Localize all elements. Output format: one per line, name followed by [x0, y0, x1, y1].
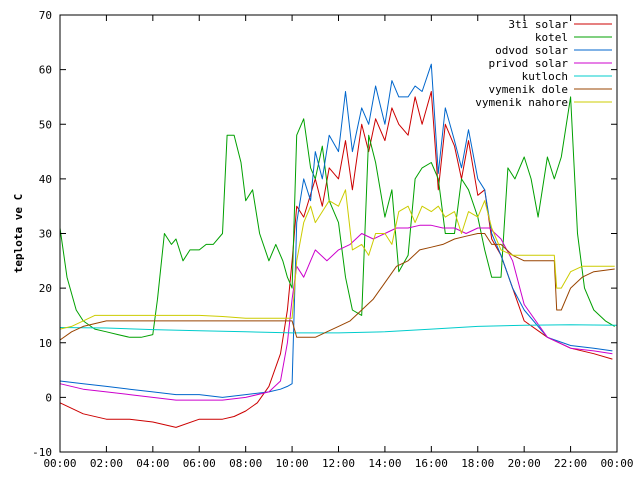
- legend-label: 3ti solar: [508, 18, 568, 31]
- legend-label: vymenik nahore: [475, 96, 568, 109]
- x-axis: 00:00 02:00 04:00 06:00 08:00 10:00 12:00 14:00…: [43, 15, 634, 470]
- x-tick-label: 18:00: [461, 457, 494, 470]
- y-tick-label: 20: [39, 282, 52, 295]
- x-tick-label: 00:00: [43, 457, 76, 470]
- y-tick-label: -10: [32, 446, 52, 459]
- x-tick-label: 16:00: [415, 457, 448, 470]
- legend-label: kotel: [535, 31, 568, 44]
- x-tick-label: 20:00: [508, 457, 541, 470]
- x-tick-label: 00:00: [600, 457, 633, 470]
- x-tick-label: 10:00: [276, 457, 309, 470]
- plot-lines: [59, 63, 618, 428]
- y-tick-label: 60: [39, 64, 52, 77]
- x-tick-label: 22:00: [554, 457, 587, 470]
- y-tick-label: 0: [45, 391, 52, 404]
- x-tick-label: 02:00: [90, 457, 123, 470]
- series-line-odvod-solar: [59, 63, 613, 398]
- legend-label: odvod solar: [495, 44, 568, 57]
- series-line-vymenik-nahore: [59, 189, 615, 330]
- y-axis: -10 0 10 20 30 40 50 60 70: [32, 9, 617, 459]
- y-tick-label: 50: [39, 118, 52, 131]
- series-line-vymenik-dole: [59, 233, 615, 341]
- x-tick-label: 08:00: [229, 457, 262, 470]
- y-tick-label: 40: [39, 173, 52, 186]
- y-axis-title: teplota ve C: [12, 194, 25, 273]
- x-tick-label: 06:00: [183, 457, 216, 470]
- legend-label: vymenik dole: [489, 83, 568, 96]
- legend-label: kutloch: [522, 70, 568, 83]
- series-line-privod-solar: [59, 224, 613, 401]
- series-line-kutloch: [59, 324, 618, 334]
- series-line-3ti-solar: [59, 91, 613, 428]
- legend-label: privod solar: [489, 57, 569, 70]
- y-tick-label: 70: [39, 9, 52, 22]
- y-tick-label: 30: [39, 228, 52, 241]
- y-tick-label: 10: [39, 337, 52, 350]
- series-line-kotel: [59, 96, 615, 338]
- x-tick-label: 14:00: [368, 457, 401, 470]
- x-tick-label: 04:00: [136, 457, 169, 470]
- x-tick-label: 12:00: [322, 457, 355, 470]
